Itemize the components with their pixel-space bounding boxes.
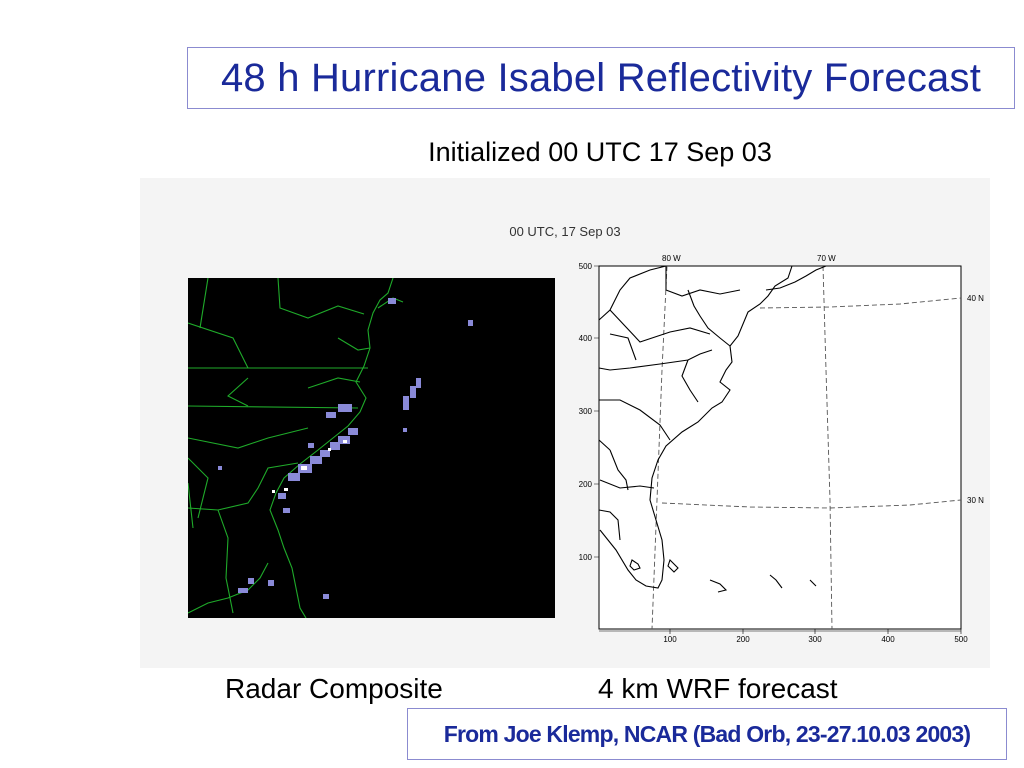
- x-tick-label: 100: [663, 635, 677, 644]
- credit-text: From Joe Klemp, NCAR (Bad Orb, 23-27.10.…: [443, 720, 971, 747]
- credit-box: From Joe Klemp, NCAR (Bad Orb, 23-27.10.…: [407, 708, 1007, 760]
- y-tick-labels: 100 200 300 400 500: [579, 262, 593, 562]
- lon-label: 70 W: [817, 254, 836, 263]
- y-tick-label: 300: [579, 407, 593, 416]
- forecast-map-svg: 100 200 300 400 500 100 200 300 400 500 …: [579, 254, 984, 644]
- radar-composite-image: [187, 277, 555, 619]
- x-tick-labels: 100 200 300 400 500: [663, 635, 968, 644]
- x-tick-label: 400: [881, 635, 895, 644]
- lon-label: 80 W: [662, 254, 681, 263]
- graticule-labels: 80 W 70 W 40 N 30 N: [662, 254, 984, 505]
- x-tick-label: 300: [808, 635, 822, 644]
- y-tick-label: 100: [579, 553, 593, 562]
- slide-subtitle: Initialized 00 UTC 17 Sep 03: [428, 137, 772, 167]
- title-box: 48 h Hurricane Isabel Reflectivity Forec…: [187, 47, 1015, 109]
- y-tick-label: 400: [579, 334, 593, 343]
- slide-title: 48 h Hurricane Isabel Reflectivity Forec…: [220, 55, 982, 100]
- figure-caption: 00 UTC, 17 Sep 03: [509, 224, 621, 239]
- y-tick-label: 500: [579, 262, 593, 271]
- radar-echo-cores: [272, 440, 347, 493]
- radar-boundaries: [187, 277, 404, 619]
- lat-label: 30 N: [967, 496, 984, 505]
- x-tick-label: 500: [954, 635, 968, 644]
- map-frame: [598, 265, 962, 630]
- wrf-forecast-label: 4 km WRF forecast: [598, 673, 838, 704]
- radar-map-svg: [187, 277, 473, 619]
- axis-ticks: [594, 265, 962, 634]
- lat-label: 40 N: [967, 294, 984, 303]
- graticule-lines: [651, 265, 962, 630]
- x-tick-label: 200: [736, 635, 750, 644]
- coastlines: [598, 265, 827, 593]
- wrf-forecast-map: 100 200 300 400 500 100 200 300 400 500 …: [570, 250, 1010, 650]
- radar-echoes: [218, 298, 473, 599]
- y-tick-label: 200: [579, 480, 593, 489]
- radar-composite-label: Radar Composite: [225, 673, 443, 704]
